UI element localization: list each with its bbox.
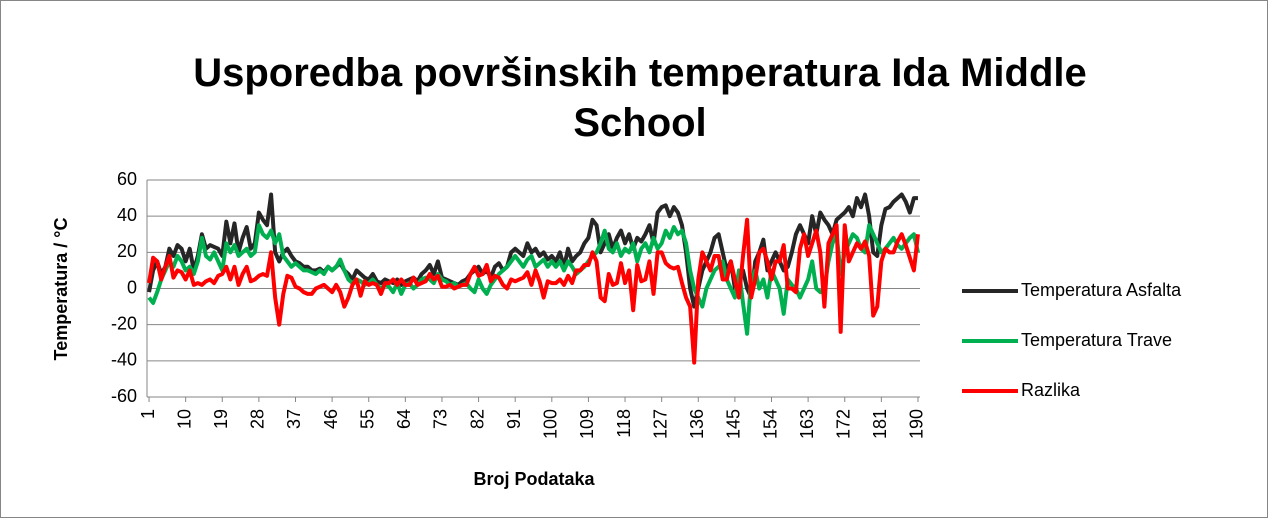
x-tick-label: 190: [907, 409, 927, 439]
x-tick-label: 109: [577, 409, 597, 439]
x-tick-label: 181: [870, 409, 890, 439]
legend-label: Temperatura Asfalta: [1021, 280, 1182, 300]
x-tick-label: 163: [797, 409, 817, 439]
y-tick-label: 60: [117, 169, 137, 189]
y-tick-label: -40: [111, 350, 137, 370]
legend-label: Razlika: [1021, 380, 1081, 400]
x-tick-label: 28: [248, 409, 268, 429]
x-tick-label: 136: [687, 409, 707, 439]
x-tick-label: 19: [211, 409, 231, 429]
y-tick-label: 0: [127, 277, 137, 297]
y-tick-label: 40: [117, 205, 137, 225]
x-tick-label: 55: [357, 409, 377, 429]
x-tick-label: 154: [760, 409, 780, 439]
chart-title-cont: School: [573, 101, 706, 145]
x-tick-label: 91: [504, 409, 524, 429]
title-line: Usporedba površinskih temperatura Ida Mi…: [193, 51, 1087, 95]
y-tick-label: -20: [111, 313, 137, 333]
x-tick-label: 118: [614, 409, 634, 438]
x-tick-label: 46: [321, 409, 341, 429]
x-tick-label: 82: [467, 409, 487, 429]
chart-title: Usporedba površinskih temperatura Ida Mi…: [193, 51, 1087, 95]
y-tick-label: -60: [111, 386, 137, 406]
x-tick-label: 145: [724, 409, 744, 439]
x-tick-label: 127: [650, 409, 670, 439]
x-axis-label: Broj Podataka: [473, 469, 595, 489]
y-axis-label: Temperatura / °C: [51, 218, 71, 361]
x-tick-label: 172: [833, 409, 853, 439]
line-series: [147, 223, 920, 336]
legend-label: Temperatura Trave: [1021, 330, 1172, 350]
title-line: School: [573, 101, 706, 145]
x-tick-label: 64: [394, 409, 414, 429]
line-series: [147, 217, 920, 365]
line-series: [147, 192, 918, 309]
x-tick-label: 10: [174, 409, 194, 429]
x-tick-label: 37: [284, 409, 304, 429]
x-tick-label: 100: [541, 409, 561, 439]
y-tick-label: 20: [117, 241, 137, 261]
x-tick-label: 73: [431, 409, 451, 429]
x-tick-label: 1: [138, 409, 158, 419]
